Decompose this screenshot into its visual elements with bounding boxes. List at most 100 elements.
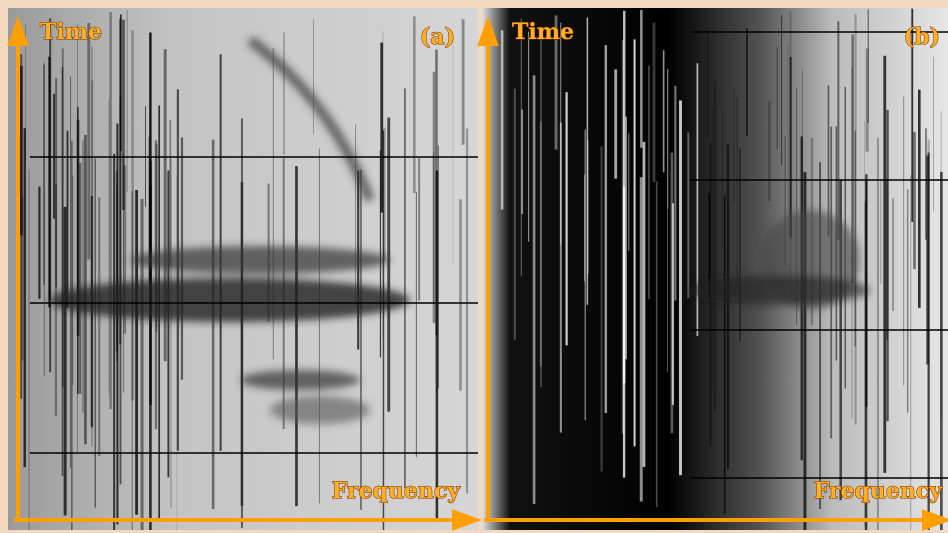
streak (713, 109, 714, 387)
streak (649, 66, 650, 300)
streak (462, 19, 465, 144)
x-axis-label: Frequency (814, 478, 944, 504)
streak (71, 141, 72, 530)
y-axis-label: Time (512, 19, 574, 45)
streak (663, 50, 665, 172)
streak (355, 124, 356, 307)
streak (605, 45, 607, 413)
streak (435, 49, 438, 335)
streak (418, 158, 420, 300)
streak (24, 128, 26, 467)
streak (837, 21, 839, 239)
streak (940, 172, 943, 530)
streak (29, 170, 30, 530)
streak (674, 86, 676, 301)
streak (44, 63, 45, 376)
streak (62, 49, 64, 388)
streak (95, 158, 96, 507)
streak (903, 97, 904, 386)
streak (880, 179, 881, 284)
streak (560, 23, 561, 245)
panel-label: (a) (420, 24, 455, 50)
streak (528, 32, 529, 242)
streak (413, 17, 416, 194)
streak (241, 118, 243, 528)
streak (777, 47, 778, 149)
streak (933, 57, 934, 212)
blob (270, 396, 370, 424)
streak (656, 181, 658, 507)
streak (109, 12, 112, 409)
blob (130, 246, 390, 274)
streak (91, 80, 93, 428)
streak (83, 141, 84, 413)
streak (64, 207, 67, 516)
streak (918, 90, 921, 308)
streak (584, 175, 585, 282)
streak (521, 110, 523, 214)
blob (240, 370, 360, 390)
streak (171, 159, 172, 508)
streak (911, 175, 912, 530)
streak (866, 49, 869, 152)
streak (907, 189, 908, 412)
streak (453, 34, 454, 265)
streak (466, 129, 468, 494)
x-axis-label: Frequency (332, 478, 462, 504)
streak (614, 69, 617, 178)
streak (724, 195, 726, 514)
panel-label: (b) (904, 24, 940, 50)
streak (781, 14, 782, 165)
streak (87, 23, 90, 259)
streak (77, 107, 79, 394)
streak (313, 19, 314, 134)
streak (892, 198, 894, 311)
streak (746, 28, 748, 136)
streak (886, 110, 888, 421)
streak (416, 192, 417, 457)
streak (565, 92, 567, 345)
streak (601, 146, 603, 471)
streak (501, 30, 504, 209)
streak (113, 154, 115, 530)
streak (383, 131, 384, 530)
streak (48, 57, 50, 308)
figure: Time (a) Frequency Time (b) Frequency (0, 0, 948, 533)
streak (21, 197, 23, 360)
streak (640, 10, 642, 148)
streak (131, 30, 134, 400)
streak (167, 170, 169, 477)
streak (380, 150, 381, 357)
streak (38, 187, 40, 299)
streak (883, 56, 886, 473)
streak (295, 166, 298, 506)
streak (722, 111, 723, 250)
streak (672, 203, 674, 405)
streak (667, 69, 668, 372)
streak (587, 140, 589, 274)
streak (734, 89, 735, 204)
streak (687, 132, 689, 297)
streak (387, 118, 390, 412)
streak (727, 145, 729, 469)
streak (79, 163, 81, 394)
streak (127, 10, 128, 192)
streak (634, 39, 636, 446)
streak (459, 199, 462, 390)
streak (404, 88, 405, 488)
streak (768, 101, 770, 201)
streak (714, 81, 716, 412)
streak (640, 177, 643, 501)
streak (679, 100, 682, 475)
streak (141, 199, 144, 530)
streak (283, 32, 285, 154)
streak (739, 148, 741, 342)
streak (433, 72, 436, 324)
blob (690, 275, 870, 305)
streak (926, 156, 929, 365)
streak (628, 134, 630, 251)
streak (514, 89, 516, 340)
streak (625, 117, 627, 360)
streak (319, 149, 320, 504)
streak (864, 121, 865, 527)
